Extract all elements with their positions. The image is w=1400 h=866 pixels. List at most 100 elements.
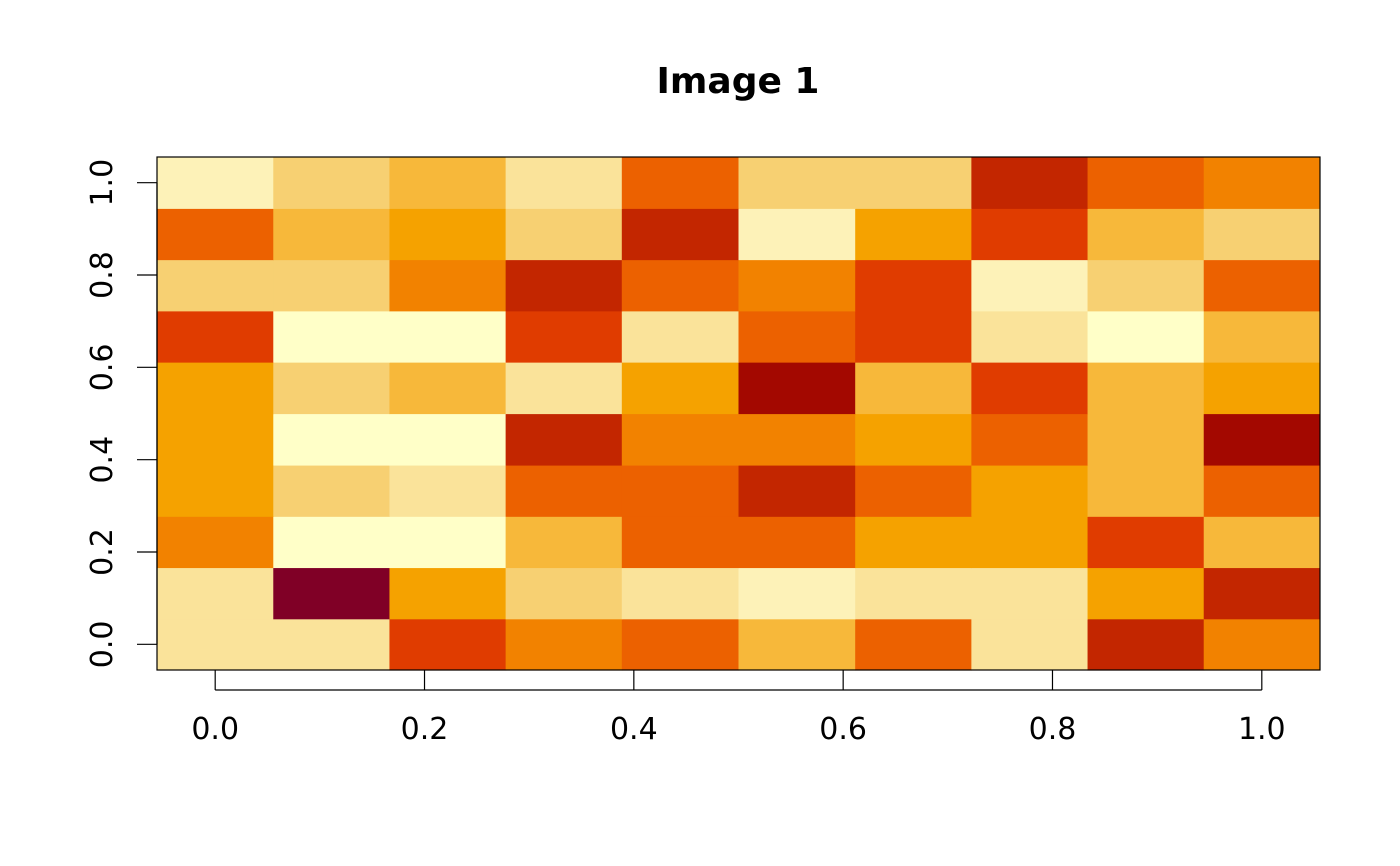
heatmap-cell (1087, 362, 1205, 415)
heatmap-cell (738, 464, 856, 517)
heatmap-cell (273, 413, 391, 466)
y-tick-label: 0.2 (85, 528, 120, 576)
heatmap-cell (855, 516, 972, 569)
y-tick-label: 1.0 (85, 159, 120, 207)
heatmap-cell (273, 310, 391, 363)
heatmap-cell (157, 362, 274, 415)
heatmap-cell (389, 618, 507, 671)
heatmap-cell (1203, 413, 1321, 466)
heatmap-cell (1203, 310, 1321, 363)
heatmap-cell (389, 157, 507, 209)
heatmap-cell (738, 259, 856, 312)
y-tick-label: 0.6 (85, 343, 120, 391)
heatmap-cell (621, 413, 740, 466)
y-tick-label: 0.8 (85, 251, 120, 299)
x-axis: 0.0 0.2 0.4 0.6 0.8 1.0 (191, 670, 1286, 747)
heatmap-cell (505, 310, 623, 363)
heatmap-cell (273, 618, 391, 671)
heatmap-cell (855, 362, 972, 415)
heatmap-cell (738, 516, 856, 569)
heatmap-cell (1087, 413, 1205, 466)
chart-title: Image 1 (657, 61, 820, 102)
heatmap-cell (971, 157, 1089, 209)
heatmap-cell (273, 567, 391, 620)
y-tick-label: 0.4 (85, 436, 120, 484)
heatmap-cell (621, 464, 740, 517)
heatmap-cell (389, 362, 507, 415)
heatmap-cell (855, 464, 972, 517)
heatmap-cell (389, 413, 507, 466)
heatmap-cell (971, 362, 1089, 415)
x-tick-label: 0.4 (610, 712, 658, 747)
heatmap-cell (157, 208, 274, 261)
heatmap-cell (621, 157, 740, 209)
heatmap-cell (157, 310, 274, 363)
x-tick-label: 0.8 (1029, 712, 1077, 747)
heatmap-cell (621, 362, 740, 415)
heatmap-cell (389, 310, 507, 363)
heatmap-cell (1203, 567, 1321, 620)
x-tick-label: 0.0 (191, 712, 239, 747)
heatmap-cell (1203, 618, 1321, 671)
heatmap-cell (157, 516, 274, 569)
heatmap-cell (157, 413, 274, 466)
heatmap-cell (738, 157, 856, 209)
heatmap-cell (1087, 516, 1205, 569)
heatmap-cell (505, 413, 623, 466)
heatmap-cell (389, 464, 507, 517)
heatmap-cell (1087, 208, 1205, 261)
heatmap-cell (971, 567, 1089, 620)
heatmap-cell (505, 208, 623, 261)
heatmap-cell (621, 310, 740, 363)
heatmap-cell (1087, 310, 1205, 363)
heatmap-cell (273, 259, 391, 312)
x-tick-label: 0.2 (401, 712, 449, 747)
y-tick-label: 0.0 (85, 620, 120, 668)
heatmap-cell (273, 157, 391, 209)
heatmap-cell (1087, 618, 1205, 671)
heatmap-cell (621, 567, 740, 620)
heatmap-cell (157, 567, 274, 620)
heatmap-cell (971, 208, 1089, 261)
x-tick-label: 1.0 (1238, 712, 1286, 747)
heatmap-cell (389, 259, 507, 312)
heatmap-cell (1087, 259, 1205, 312)
heatmap-cell (1087, 464, 1205, 517)
heatmap-cell (738, 618, 856, 671)
heatmap-cell (157, 618, 274, 671)
heatmap-cell (389, 567, 507, 620)
heatmap-cell (621, 208, 740, 261)
heatmap-cell (855, 208, 972, 261)
heatmap-cell (389, 516, 507, 569)
heatmap-cell (1203, 208, 1321, 261)
heatmap-cell (1087, 157, 1205, 209)
heatmap-cell (273, 464, 391, 517)
heatmap-cell (971, 310, 1089, 363)
heatmap-cell (1203, 157, 1321, 209)
heatmap-cell (505, 362, 623, 415)
heatmap-cell (855, 413, 972, 466)
heatmap-cell (505, 464, 623, 517)
heatmap-cell (971, 516, 1089, 569)
heatmap-cell (505, 567, 623, 620)
heatmap-cell (1203, 259, 1321, 312)
y-axis: 0.0 0.2 0.4 0.6 0.8 1.0 (85, 159, 158, 668)
heatmap-cell (621, 259, 740, 312)
heatmap-cell (855, 567, 972, 620)
heatmap-cell (389, 208, 507, 261)
heatmap-cell (273, 516, 391, 569)
heatmap-cell (971, 618, 1089, 671)
heatmap-cell (738, 362, 856, 415)
heatmap-cell (1087, 567, 1205, 620)
heatmap-cell (273, 362, 391, 415)
heatmap-cell (971, 259, 1089, 312)
heatmap-cell (738, 413, 856, 466)
heatmap-cell (971, 413, 1089, 466)
heatmap-cell (855, 157, 972, 209)
heatmap-cell (621, 618, 740, 671)
heatmap-cell (855, 310, 972, 363)
heatmap-cells (157, 157, 1321, 671)
heatmap-cell (157, 157, 274, 209)
heatmap-cell (505, 618, 623, 671)
